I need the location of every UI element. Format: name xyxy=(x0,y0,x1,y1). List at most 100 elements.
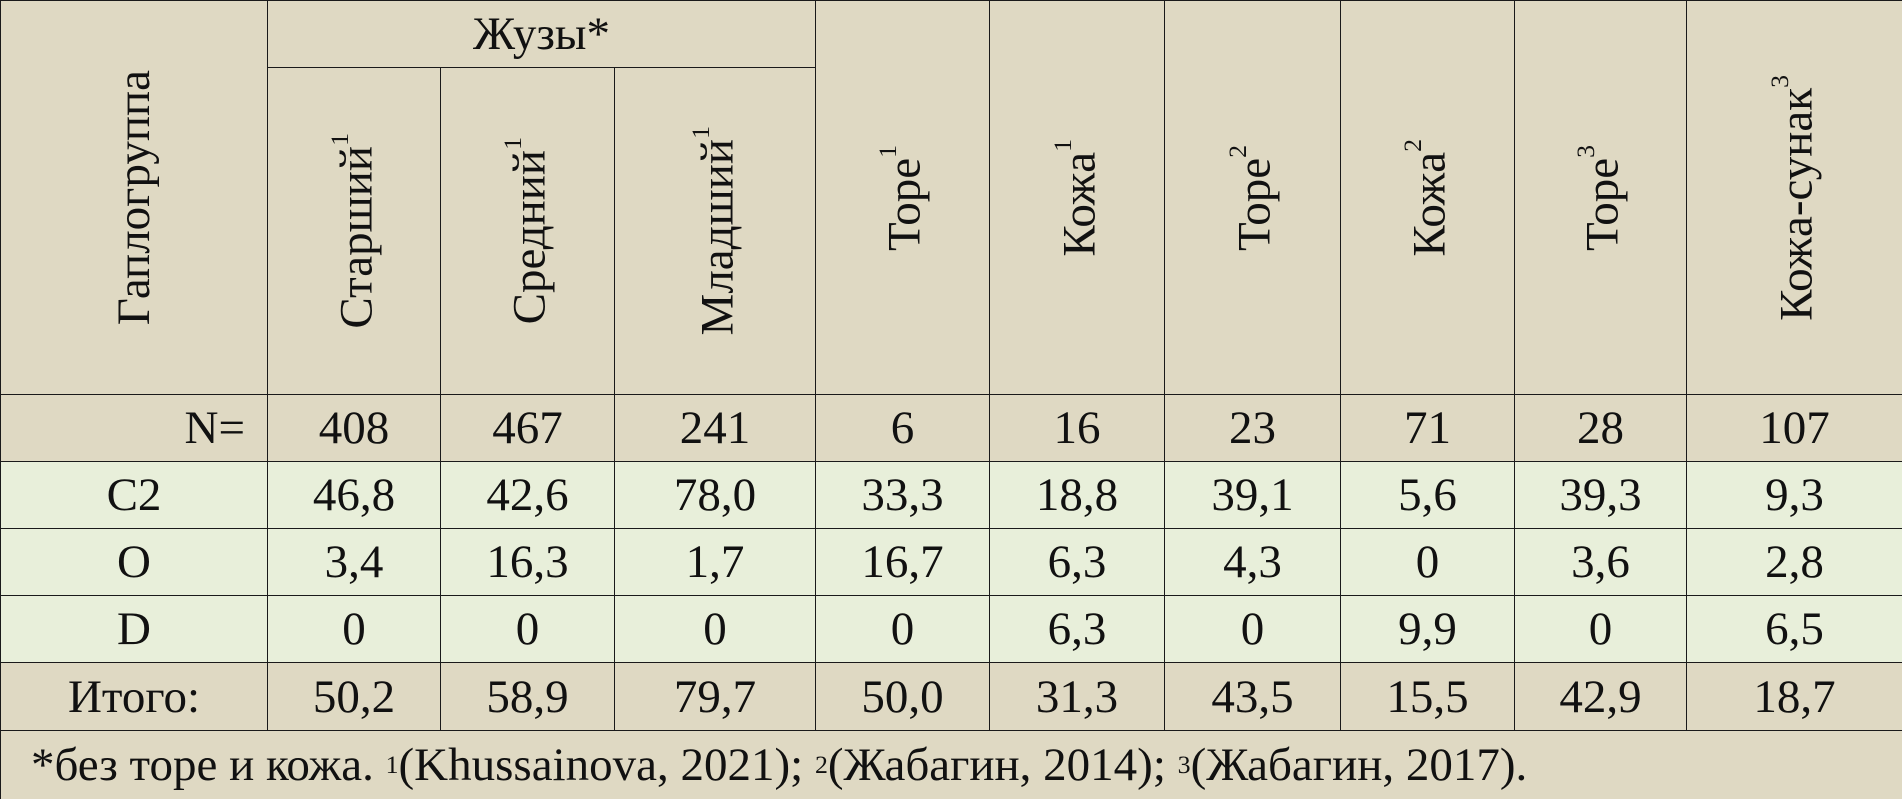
table-cell: 79,7 xyxy=(614,662,816,731)
header-label: Торе xyxy=(1228,157,1281,251)
cell-value: 28 xyxy=(1577,402,1624,454)
table-cell: 33,3 xyxy=(815,461,990,529)
table-cell: 3,6 xyxy=(1514,528,1687,596)
table-cell: 5,6 xyxy=(1340,461,1515,529)
header-label: Старший xyxy=(330,146,383,329)
header-label: Кожа xyxy=(1053,151,1106,257)
cell-value: 241 xyxy=(679,402,751,454)
row-label: Итого: xyxy=(0,662,268,731)
table-cell: 2,8 xyxy=(1686,528,1902,596)
table-cell: 6 xyxy=(815,394,990,462)
cell-value: 16 xyxy=(1053,402,1101,454)
cell-value: 9,9 xyxy=(1398,603,1457,655)
column-header: Торе3 xyxy=(1514,0,1687,395)
table-cell: 0 xyxy=(440,595,615,663)
footnote-sup: 1 xyxy=(385,750,399,779)
header-text: Старший1 xyxy=(325,133,384,329)
cell-value: 2,8 xyxy=(1765,536,1824,588)
header-label: Кожа xyxy=(1403,151,1456,257)
table-cell: 0 xyxy=(1514,595,1687,663)
header-label: Торе xyxy=(878,157,931,251)
footnote: *без торе и кожа. 1 (Khussainova, 2021); … xyxy=(0,730,1902,799)
header-sup: 1 xyxy=(873,144,903,158)
row-label-text: O xyxy=(117,536,151,588)
table-cell: 6,3 xyxy=(989,595,1165,663)
table-cell: 39,1 xyxy=(1164,461,1341,529)
cell-value: 0 xyxy=(703,603,727,655)
table-cell: 71 xyxy=(1340,394,1515,462)
table-cell: 1,7 xyxy=(614,528,816,596)
cell-value: 0 xyxy=(1588,603,1613,655)
row-label-text: N= xyxy=(184,402,245,454)
cell-value: 42,9 xyxy=(1559,670,1642,723)
table-cell: 50,2 xyxy=(267,662,441,731)
cell-value: 408 xyxy=(318,402,390,454)
table-cell: 6,3 xyxy=(989,528,1165,596)
table-cell: 0 xyxy=(614,595,816,663)
cell-value: 6,5 xyxy=(1765,603,1824,655)
table-cell: 42,9 xyxy=(1514,662,1687,731)
column-header: Кожа-сунак3 xyxy=(1686,0,1902,395)
cell-value: 1,7 xyxy=(685,536,745,588)
table-cell: 6,5 xyxy=(1686,595,1902,663)
cell-value: 23 xyxy=(1229,402,1276,454)
cell-value: 39,1 xyxy=(1211,469,1294,521)
header-sup: 1 xyxy=(324,133,354,147)
table-cell: 31,3 xyxy=(989,662,1165,731)
table-cell: 18,7 xyxy=(1686,662,1902,731)
header-sup: 3 xyxy=(1765,74,1795,88)
table-cell: 4,3 xyxy=(1164,528,1341,596)
cell-value: 0 xyxy=(1240,603,1265,655)
cell-value: 0 xyxy=(342,603,366,655)
table-cell: 78,0 xyxy=(614,461,816,529)
table-cell: 15,5 xyxy=(1340,662,1515,731)
header-sup: 1 xyxy=(1047,138,1077,152)
cell-value: 5,6 xyxy=(1398,469,1457,521)
cell-value: 6,3 xyxy=(1047,603,1107,655)
group-header: Жузы* xyxy=(267,0,816,68)
cell-value: 42,6 xyxy=(486,469,569,521)
cell-value: 4,3 xyxy=(1223,536,1282,588)
header-text: Жузы* xyxy=(473,8,610,60)
table-cell: 46,8 xyxy=(267,461,441,529)
table-cell: 9,9 xyxy=(1340,595,1515,663)
row-label: C2 xyxy=(0,461,268,529)
cell-value: 50,0 xyxy=(861,670,944,723)
table-cell: 107 xyxy=(1686,394,1902,462)
table-cell: 3,4 xyxy=(267,528,441,596)
cell-value: 43,5 xyxy=(1211,670,1294,723)
table-cell: 58,9 xyxy=(440,662,615,731)
cell-value: 16,7 xyxy=(861,536,944,588)
footnote-text: *без торе и кожа. xyxy=(31,739,386,791)
column-header: Торе2 xyxy=(1164,0,1341,395)
cell-value: 78,0 xyxy=(673,469,757,521)
header-text: Торе2 xyxy=(1223,145,1282,251)
header-label: Кожа-сунак xyxy=(1770,87,1823,321)
table-cell: 16,3 xyxy=(440,528,615,596)
column-header: Кожа2 xyxy=(1340,0,1515,395)
cell-value: 18,7 xyxy=(1753,670,1836,723)
cell-value: 16,3 xyxy=(486,536,569,588)
header-sup: 2 xyxy=(1398,138,1428,152)
table-cell: 0 xyxy=(1164,595,1341,663)
cell-value: 3,6 xyxy=(1571,536,1630,588)
table-cell: 0 xyxy=(815,595,990,663)
row-label-text: Итого: xyxy=(67,670,201,723)
table-cell: 28 xyxy=(1514,394,1687,462)
cell-value: 9,3 xyxy=(1765,469,1824,521)
cell-value: 15,5 xyxy=(1386,670,1469,723)
header-text: Гаплогруппа xyxy=(108,69,160,326)
header-text: Торе3 xyxy=(1571,145,1630,251)
column-header: Старший1 xyxy=(267,67,441,395)
cell-value: 18,8 xyxy=(1035,469,1119,521)
table-cell: 39,3 xyxy=(1514,461,1687,529)
row-label-text: D xyxy=(117,603,151,655)
cell-value: 39,3 xyxy=(1559,469,1642,521)
table-cell: 0 xyxy=(267,595,441,663)
cell-value: 46,8 xyxy=(312,469,396,521)
table-cell: 9,3 xyxy=(1686,461,1902,529)
header-sup: 3 xyxy=(1571,144,1601,158)
footnote-sup: 2 xyxy=(814,750,828,779)
cell-value: 71 xyxy=(1404,402,1451,454)
